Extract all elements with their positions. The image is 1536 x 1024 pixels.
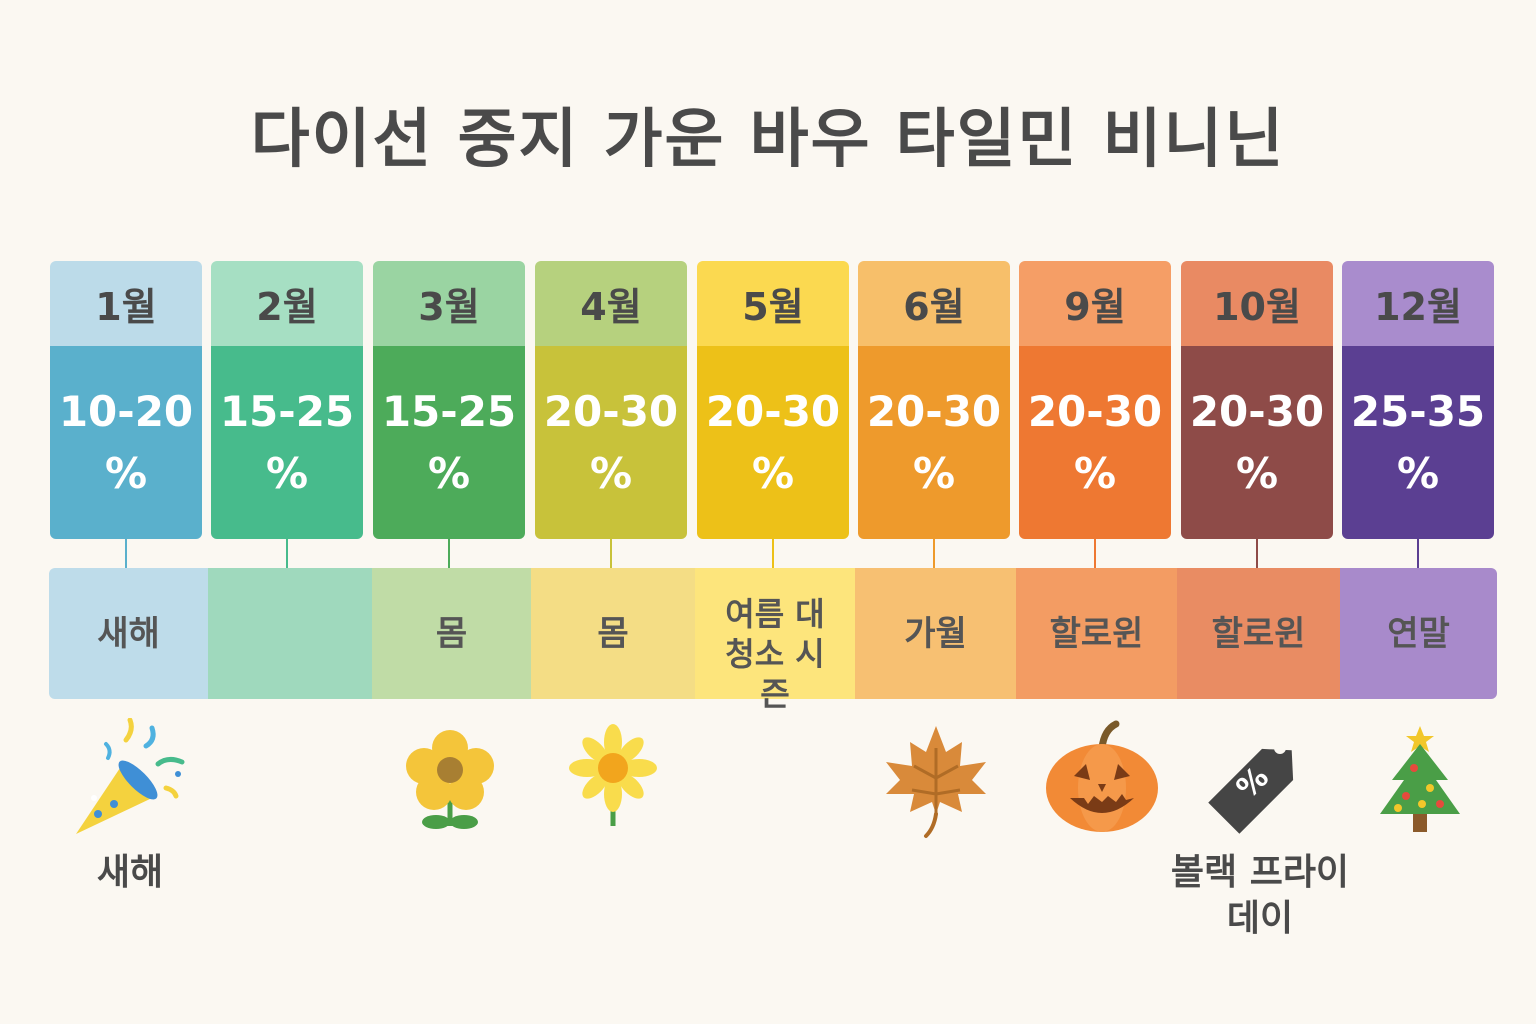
season-label: 몸 (531, 568, 695, 699)
season-label: 여름 대청소 시즌 (695, 568, 855, 713)
discount-range: 25-35% (1342, 346, 1494, 539)
month-card: 10월 20-30% (1181, 261, 1333, 539)
month-label: 4월 (535, 261, 687, 346)
christmas-tree-icon (1358, 718, 1482, 842)
flower-icon (390, 718, 514, 842)
maple-leaf-icon (874, 718, 998, 842)
discount-range-value: 20-30 (1027, 386, 1163, 436)
month-card: 5월 20-30% (697, 261, 849, 539)
month-label: 5월 (697, 261, 849, 346)
discount-range: 20-30% (535, 346, 687, 539)
discount-range-value: 15-25 (381, 386, 517, 436)
month-label: 6월 (858, 261, 1010, 346)
discount-unit: % (1235, 448, 1279, 498)
connector-line (286, 539, 288, 568)
sunflower-icon (551, 718, 675, 842)
discount-range-value: 15-25 (219, 386, 355, 436)
season-label: 할로윈 (1177, 568, 1340, 699)
connector-line (610, 539, 612, 568)
month-label: 2월 (211, 261, 363, 346)
connector-line (1094, 539, 1096, 568)
season-label: 새해 (49, 568, 208, 699)
discount-range-value: 20-30 (543, 386, 679, 436)
connector-line (125, 539, 127, 568)
discount-range: 20-30% (1019, 346, 1171, 539)
discount-range: 15-25% (373, 346, 525, 539)
pumpkin-icon (1040, 718, 1164, 842)
discount-unit: % (1396, 448, 1440, 498)
discount-range-value: 20-30 (705, 386, 841, 436)
connector-line (933, 539, 935, 568)
discount-range-value: 20-30 (866, 386, 1002, 436)
discount-unit: % (589, 448, 633, 498)
discount-range-value: 20-30 (1189, 386, 1325, 436)
month-card: 6월 20-30% (858, 261, 1010, 539)
discount-range: 20-30% (1181, 346, 1333, 539)
discount-range: 20-30% (858, 346, 1010, 539)
season-label: 할로윈 (1016, 568, 1177, 699)
month-card: 3월 15-25% (373, 261, 525, 539)
month-label: 3월 (373, 261, 525, 346)
event-label-new-year: 새해 (96, 852, 164, 893)
month-card: 9월 20-30% (1019, 261, 1171, 539)
month-label: 9월 (1019, 261, 1171, 346)
discount-unit: % (104, 448, 148, 498)
month-card: 1월 10-20% (50, 261, 202, 539)
connector-line (1417, 539, 1419, 568)
discount-range-value: 10-20 (58, 386, 194, 436)
connector-line (448, 539, 450, 568)
party-popper-icon (68, 718, 192, 842)
discount-unit: % (912, 448, 956, 498)
connector-line (1256, 539, 1258, 568)
discount-range: 10-20% (50, 346, 202, 539)
page-title: 다이선 중지 가운 바우 타일민 비니닌 (250, 103, 1286, 177)
month-label: 10월 (1181, 261, 1333, 346)
month-card: 4월 20-30% (535, 261, 687, 539)
event-label-black-friday: 볼랙 프라이데이 (1170, 852, 1350, 939)
month-label: 1월 (50, 261, 202, 346)
discount-unit: % (1073, 448, 1117, 498)
discount-unit: % (751, 448, 795, 498)
discount-range: 20-30% (697, 346, 849, 539)
discount-range: 15-25% (211, 346, 363, 539)
discount-range-value: 25-35 (1350, 386, 1486, 436)
discount-unit: % (427, 448, 471, 498)
price-tag-icon: % (1200, 718, 1324, 842)
discount-unit: % (265, 448, 309, 498)
month-card: 2월 15-25% (211, 261, 363, 539)
season-label: 몸 (372, 568, 531, 699)
connector-line (772, 539, 774, 568)
month-card: 12월 25-35% (1342, 261, 1494, 539)
season-label (208, 568, 372, 699)
month-label: 12월 (1342, 261, 1494, 346)
season-label: 가월 (855, 568, 1016, 699)
season-label: 연말 (1340, 568, 1497, 699)
